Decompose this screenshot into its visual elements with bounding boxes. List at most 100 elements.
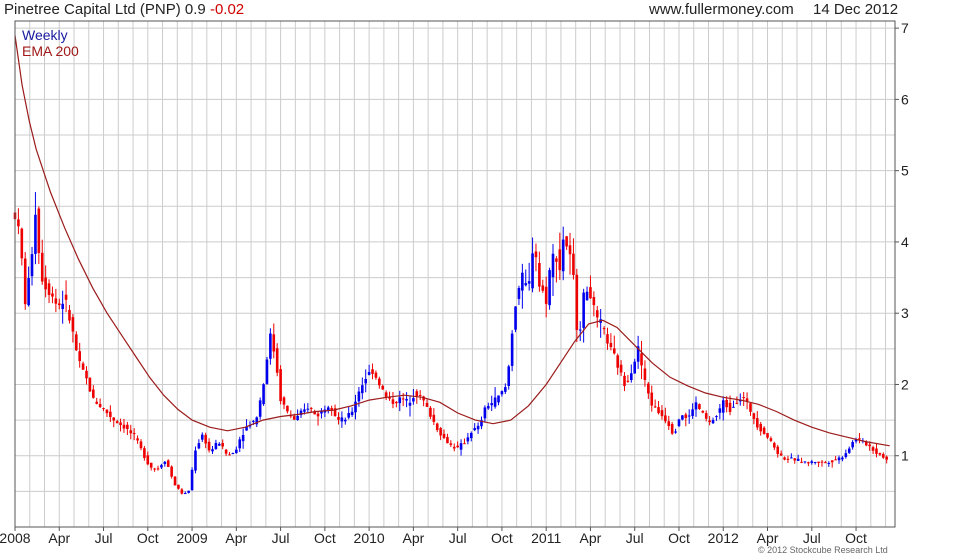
y-tick-label: 6 <box>901 91 909 107</box>
y-tick-label: 5 <box>901 163 909 179</box>
candle-body <box>517 287 521 299</box>
candle-body <box>85 370 88 379</box>
candle-body <box>275 348 279 373</box>
candle-body <box>214 442 218 450</box>
candle-down <box>565 236 568 250</box>
legend-item: Weekly <box>22 27 68 43</box>
candle-down <box>92 385 95 399</box>
candlesticks <box>13 192 888 495</box>
candle-body <box>81 363 85 370</box>
candle-body <box>412 398 415 402</box>
candle-up <box>306 403 310 413</box>
x-tick-label: Jul <box>449 530 467 546</box>
candle-up <box>269 328 272 365</box>
candle-up <box>364 369 368 393</box>
candle-body <box>98 403 102 408</box>
candle-down <box>650 385 654 412</box>
candle-down <box>623 372 626 392</box>
candle-up <box>711 417 715 425</box>
candle-body <box>374 372 378 378</box>
candle-body <box>657 407 660 414</box>
candle-up <box>187 490 190 494</box>
candle-down <box>68 304 71 324</box>
candle-up <box>847 446 851 454</box>
candle-up <box>507 364 511 390</box>
candle-body <box>830 460 834 463</box>
candle-up <box>504 383 507 394</box>
candle-down <box>456 441 459 448</box>
candle-down <box>132 428 136 441</box>
candle-body <box>606 334 609 344</box>
candle-body <box>854 439 858 442</box>
candle-down <box>595 305 599 328</box>
candle-up <box>473 423 476 432</box>
candle-down <box>643 360 647 387</box>
candle-down <box>752 412 756 425</box>
candle-body <box>115 421 119 424</box>
candle-up <box>262 383 265 406</box>
candle-down <box>47 279 51 304</box>
x-tick-label: Apr <box>48 530 70 546</box>
grid-lines <box>14 21 895 527</box>
candle-body <box>871 447 875 451</box>
candle-down <box>429 406 432 420</box>
candle-down <box>391 391 395 409</box>
x-tick-label: Apr <box>402 530 424 546</box>
candle-body <box>459 443 463 450</box>
candle-body <box>258 400 262 417</box>
candle-up <box>163 460 167 467</box>
candle-up <box>527 262 531 291</box>
candle-down <box>74 331 78 351</box>
candle-body <box>647 383 650 394</box>
candle-body <box>27 278 30 306</box>
candle-up <box>517 285 521 305</box>
candle-body <box>316 413 320 417</box>
candle-body <box>534 251 538 258</box>
candle-body <box>507 366 511 386</box>
candle-body <box>572 253 575 275</box>
candle-up <box>480 416 483 430</box>
candle-down <box>667 415 671 430</box>
candle-body <box>102 408 105 410</box>
candle-body <box>701 410 705 413</box>
candle-body <box>265 359 269 384</box>
candle-body <box>306 408 310 410</box>
candle-down <box>180 488 184 495</box>
candle-down <box>640 340 643 380</box>
candle-body <box>527 281 531 284</box>
candle-body <box>381 385 385 390</box>
candle-body <box>497 395 500 403</box>
candle-down <box>653 399 657 408</box>
candle-body <box>333 408 337 417</box>
candle-body <box>303 409 306 412</box>
candle-body <box>612 348 616 354</box>
candle-body <box>514 306 517 330</box>
y-tick-label: 2 <box>901 376 909 392</box>
candle-down <box>204 432 207 449</box>
candle-body <box>878 453 882 455</box>
candle-down <box>698 403 701 410</box>
candle-up <box>500 390 504 397</box>
candle-down <box>670 422 674 435</box>
candle-up <box>218 442 221 446</box>
candle-down <box>275 343 279 377</box>
candle-body <box>71 317 75 332</box>
candle-up <box>813 461 817 465</box>
candle-up <box>241 428 245 449</box>
candle-body <box>463 443 466 445</box>
candle-down <box>102 407 105 412</box>
copyright-note: © 2012 Stockcube Research Ltd <box>758 545 888 555</box>
candle-body <box>109 411 112 418</box>
candle-down <box>612 335 616 355</box>
candle-body <box>112 417 116 421</box>
candle-body <box>54 298 58 304</box>
candle-body <box>347 413 350 418</box>
candle-up <box>405 392 408 408</box>
candle-body <box>827 462 831 464</box>
candle-down <box>279 365 282 405</box>
candle-down <box>286 405 289 414</box>
candle-body <box>616 355 619 368</box>
candle-body <box>153 468 156 470</box>
candle-body <box>670 424 674 434</box>
